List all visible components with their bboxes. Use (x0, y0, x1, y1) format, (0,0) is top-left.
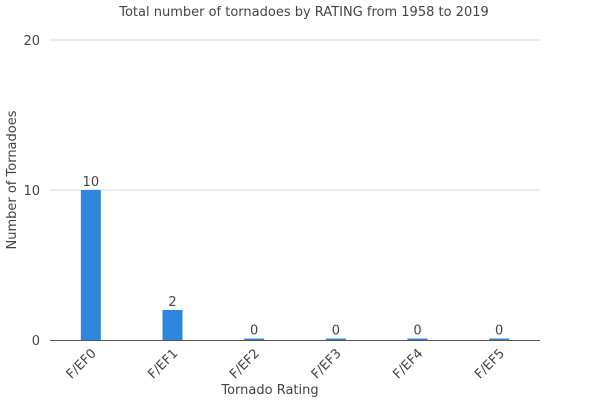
gridlines (50, 39, 540, 191)
y-tick-label: 10 (23, 184, 40, 199)
bar-f-ef1 (162, 310, 183, 340)
bar-f-ef5 (489, 338, 510, 340)
x-tick-label: F/EF3 (309, 346, 345, 382)
data-labels: 10 2 0 0 0 0 (83, 175, 504, 339)
data-label: 0 (332, 324, 340, 339)
data-label: 0 (495, 324, 503, 339)
data-label: 0 (250, 324, 258, 339)
chart-title: Total number of tornadoes by RATING from… (118, 5, 489, 20)
data-label: 10 (83, 175, 100, 190)
bars (80, 190, 510, 340)
x-axis-ticks: F/EF0 F/EF1 F/EF2 F/EF3 F/EF4 F/EF5 (64, 346, 508, 382)
y-tick-label: 20 (23, 34, 40, 49)
y-axis-title: Number of Tornadoes (5, 110, 20, 249)
y-axis-ticks: 0 10 20 (23, 34, 40, 349)
y-tick-label: 0 (32, 334, 40, 349)
bar-f-ef2 (244, 338, 265, 340)
x-tick-label: F/EF1 (145, 346, 181, 382)
x-axis-title: Tornado Rating (220, 383, 318, 398)
data-label: 0 (413, 324, 421, 339)
x-tick-label: F/EF2 (227, 346, 263, 382)
x-tick-label: F/EF0 (64, 346, 100, 382)
bar-f-ef0 (80, 190, 101, 340)
x-tick-label: F/EF5 (472, 346, 508, 382)
x-tick-label: F/EF4 (390, 346, 426, 382)
bar-f-ef4 (407, 338, 428, 340)
bar-f-ef3 (325, 338, 346, 340)
data-label: 2 (168, 295, 176, 310)
